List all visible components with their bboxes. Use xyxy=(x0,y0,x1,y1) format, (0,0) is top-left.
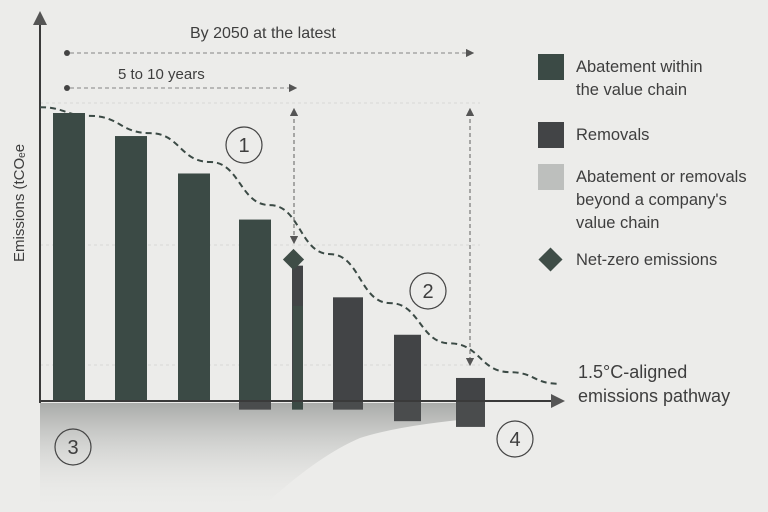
legend-label-netzero: Net-zero emissions xyxy=(576,251,718,269)
legend-label-removals: Removals xyxy=(576,126,650,144)
marker-1: 1 xyxy=(225,126,263,164)
netzero-bar xyxy=(293,305,303,401)
timeline-short-label: 5 to 10 years xyxy=(118,66,205,83)
timeline-long: By 2050 at the latest xyxy=(64,25,475,58)
abatement-bar xyxy=(115,136,147,402)
marker-4: 4 xyxy=(496,420,534,458)
beyond-bar xyxy=(239,401,271,410)
abatement-bar xyxy=(53,113,85,401)
legend-label-abatement: Abatement within the value chain xyxy=(576,58,703,99)
removals-bar xyxy=(456,377,485,401)
timeline-short-start-dot xyxy=(64,85,70,91)
beyond-bar xyxy=(292,401,303,410)
marker-3: 3 xyxy=(54,428,92,466)
timeline-short: 5 to 10 years xyxy=(64,66,298,93)
legend-label-beyond: Abatement or removals beyond a company's… xyxy=(576,168,747,232)
marker-3-label: 3 xyxy=(67,437,78,459)
removals-bar xyxy=(394,334,421,401)
legend-swatch-beyond xyxy=(538,164,564,190)
legend-swatch-removals xyxy=(538,122,564,148)
bars-group xyxy=(53,113,485,427)
marker-4-label: 4 xyxy=(509,429,520,451)
timeline-long-label: By 2050 at the latest xyxy=(190,25,336,42)
marker-1-label: 1 xyxy=(238,135,249,157)
pathway-label: 1.5°C-aligned emissions pathway xyxy=(578,362,731,406)
marker-2-label: 2 xyxy=(422,281,433,303)
beyond-bar xyxy=(394,401,421,422)
timeline-long-start-dot xyxy=(64,50,70,56)
marker-2: 2 xyxy=(409,272,447,310)
below-axis-shading xyxy=(40,403,480,512)
beyond-bar xyxy=(456,401,485,427)
removals-bar xyxy=(333,297,363,401)
legend-swatch-abatement xyxy=(538,54,564,80)
beyond-bar xyxy=(333,401,363,410)
y-axis-label: Emissions (tCOₑe xyxy=(11,144,28,262)
abatement-bar xyxy=(239,219,271,401)
abatement-bar xyxy=(178,173,210,401)
